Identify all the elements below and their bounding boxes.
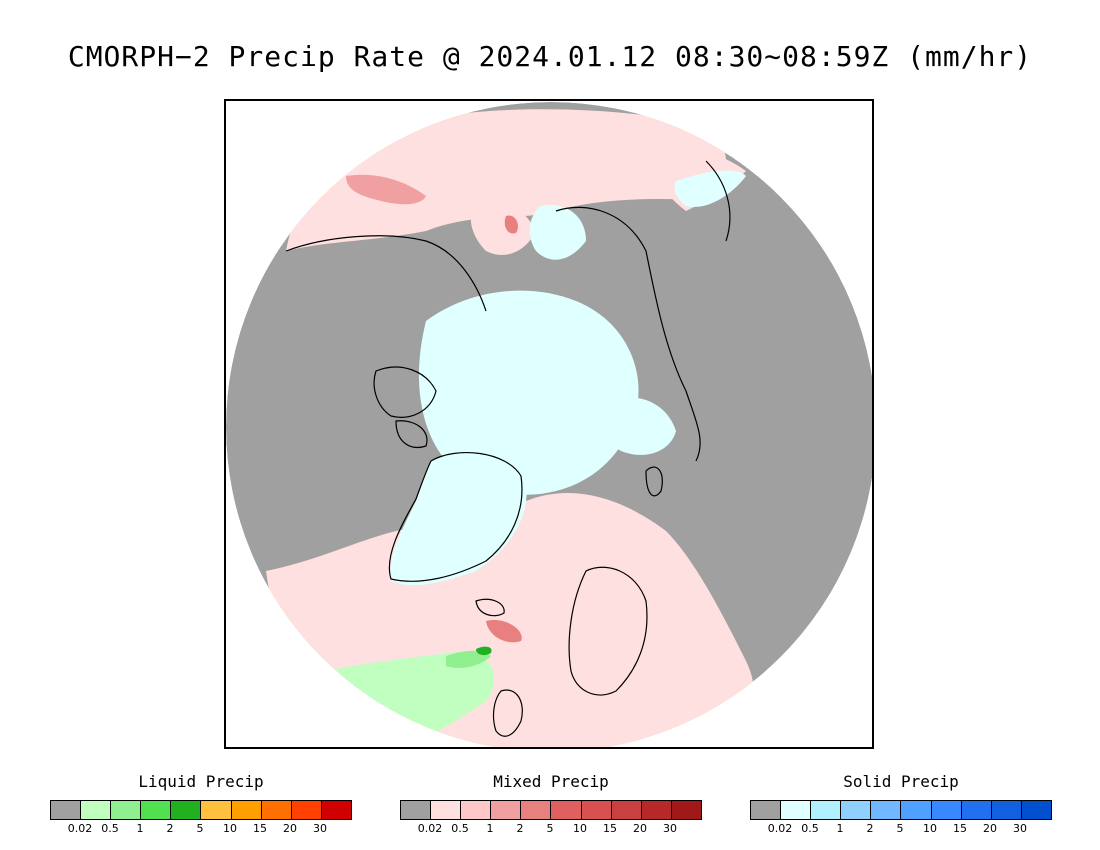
legend-tick-label: 15 (253, 822, 267, 835)
legend-tick-label: 2 (166, 822, 174, 835)
legend-solid: Solid Precip 0.02 0.5 1 2 5 10 15 20 30 (750, 772, 1052, 836)
legend-swatch (521, 801, 552, 819)
legend-tick-label: 0.02 (417, 822, 443, 835)
polar-map-svg (226, 102, 872, 747)
legend-tick-label: 5 (896, 822, 904, 835)
precip-map (224, 99, 874, 749)
legend-swatch (171, 801, 202, 819)
legend-tick-label: 15 (953, 822, 967, 835)
legend-liquid: Liquid Precip 0.02 0.5 1 2 5 10 15 20 30 (50, 772, 352, 836)
legend-tick-label: 0.5 (801, 822, 819, 835)
map-title: CMORPH−2 Precip Rate @ 2024.01.12 08:30∼… (67, 40, 1033, 73)
legend-tick-label: 2 (866, 822, 874, 835)
legend-swatch (751, 801, 782, 819)
legend-solid-labels: 0.02 0.5 1 2 5 10 15 20 30 (750, 822, 1052, 836)
legend-tick-label: 5 (196, 822, 204, 835)
legend-mixed-colorbar (400, 800, 702, 820)
legend-swatch (321, 801, 351, 819)
legend-tick-label: 20 (633, 822, 647, 835)
liquid-precip-atlantic-moderate (446, 650, 491, 668)
legend-swatch (961, 801, 992, 819)
legend-tick-label: 1 (836, 822, 844, 835)
legend-tick-label: 0.02 (67, 822, 93, 835)
legend-swatch (611, 801, 642, 819)
legend-swatch (871, 801, 902, 819)
legend-tick-label: 10 (923, 822, 937, 835)
mixed-precip-bering-cell (504, 215, 518, 234)
legend-tick-label: 15 (603, 822, 617, 835)
legend-swatch (291, 801, 322, 819)
legend-swatch (1021, 801, 1051, 819)
legend-swatch (461, 801, 492, 819)
legend-tick-label: 1 (486, 822, 494, 835)
legend-mixed: Mixed Precip 0.02 0.5 1 2 5 10 15 20 30 (400, 772, 702, 836)
legend-tick-label: 0.02 (767, 822, 793, 835)
mixed-precip-scandinavia-south (456, 671, 706, 747)
solid-precip-barents (602, 397, 676, 455)
coastline-alaska (285, 235, 487, 312)
legend-swatch (901, 801, 932, 819)
coastline-scandinavia (568, 566, 648, 696)
legend-swatch (51, 801, 82, 819)
solid-precip-arctic-ocean (418, 290, 639, 495)
legend-swatch (431, 801, 462, 819)
legend-tick-label: 30 (663, 822, 677, 835)
legend-liquid-title: Liquid Precip (138, 772, 264, 791)
legend-tick-label: 2 (516, 822, 524, 835)
coastline-british-isles (492, 689, 523, 737)
coastline-iceland (475, 598, 505, 617)
legend-swatch (811, 801, 842, 819)
legend-swatch (551, 801, 582, 819)
legend-tick-label: 20 (283, 822, 297, 835)
coastline-greenland (388, 451, 523, 582)
legend-swatch (781, 801, 812, 819)
legend-swatch (991, 801, 1022, 819)
legend-liquid-colorbar (50, 800, 352, 820)
legend-liquid-labels: 0.02 0.5 1 2 5 10 15 20 30 (50, 822, 352, 836)
legend-solid-colorbar (750, 800, 1052, 820)
legend-swatch (141, 801, 172, 819)
coastline-canadian-archipelago (373, 366, 437, 448)
solid-precip-siberia-coast (529, 205, 586, 260)
legend-tick-label: 5 (546, 822, 554, 835)
legend-swatch (81, 801, 112, 819)
liquid-precip-atlantic-heavy (476, 646, 492, 656)
legend-tick-label: 0.5 (451, 822, 469, 835)
legend-swatch (491, 801, 522, 819)
legend-swatch (671, 801, 701, 819)
legend-swatch (261, 801, 292, 819)
legend-tick-label: 30 (1013, 822, 1027, 835)
legend-solid-title: Solid Precip (843, 772, 959, 791)
legend-swatch (841, 801, 872, 819)
legend-mixed-title: Mixed Precip (493, 772, 609, 791)
legend-swatch (401, 801, 432, 819)
legend-tick-label: 0.5 (101, 822, 119, 835)
legend-mixed-labels: 0.02 0.5 1 2 5 10 15 20 30 (400, 822, 702, 836)
coastline-kamchatka (705, 160, 731, 242)
legend-swatch (201, 801, 232, 819)
coastlines (285, 160, 731, 737)
legend-swatch (641, 801, 672, 819)
legend-swatch (931, 801, 962, 819)
solid-precip-kamchatka (674, 170, 746, 207)
legend-tick-label: 20 (983, 822, 997, 835)
legend-tick-label: 10 (223, 822, 237, 835)
legend-swatch (231, 801, 262, 819)
mixed-precip-pacific-band (346, 174, 426, 205)
mixed-precip-bering (470, 200, 536, 255)
solid-precip-greenland (390, 452, 527, 586)
legend-swatch (581, 801, 612, 819)
legend-swatch (111, 801, 142, 819)
coastline-siberia (555, 206, 701, 462)
mixed-precip-north-pacific (286, 109, 726, 251)
coastline-novaya-zemlya (645, 466, 663, 497)
legend-tick-label: 30 (313, 822, 327, 835)
legend-tick-label: 1 (136, 822, 144, 835)
mixed-precip-norway-cell (486, 620, 522, 643)
legend-tick-label: 10 (573, 822, 587, 835)
